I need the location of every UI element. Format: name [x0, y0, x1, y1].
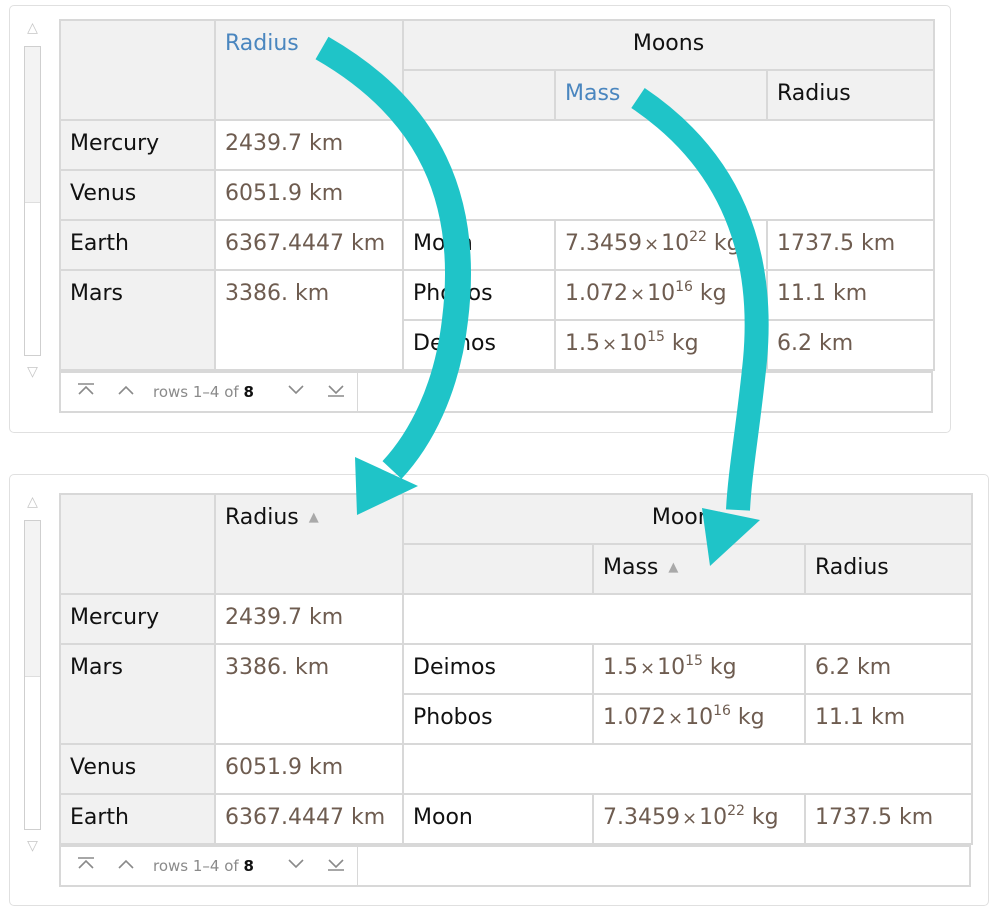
planet-cell: Venus: [59, 169, 216, 221]
scroll-down-icon[interactable]: ▽: [27, 364, 38, 380]
mass-cell: 1.5 ×1015 kg: [592, 643, 806, 695]
mass-header[interactable]: Mass ▲: [592, 543, 806, 595]
mass-header-label[interactable]: Mass: [565, 81, 621, 106]
mass-cell: 7.3459 ×1022 kg: [592, 793, 806, 845]
pager-divider: [357, 847, 358, 885]
bottom-table: Radius ▲ Moons Mass ▲ Radius Mercury 2439.…: [59, 493, 973, 845]
moon-name-header: [402, 69, 556, 121]
radius-cell: 2439.7 km: [214, 593, 404, 645]
scroll-up-icon[interactable]: △: [27, 20, 38, 36]
top-table: Radius Moons Mass Radius Mercury 2439.7 …: [59, 19, 935, 371]
radius-cell: 6367.4447 km: [214, 793, 404, 845]
radius-header-label[interactable]: Radius: [225, 31, 299, 56]
scroll-track[interactable]: [24, 46, 41, 356]
moon-radius-cell: 11.1 km: [766, 269, 935, 321]
planet-cell: Mars: [59, 269, 216, 371]
radius-cell: 2439.7 km: [214, 119, 404, 171]
moon-radius-cell: 1737.5 km: [766, 219, 935, 271]
corner-header: [59, 19, 216, 121]
planet-cell: Mercury: [59, 119, 216, 171]
first-page-icon[interactable]: [69, 847, 103, 885]
radius-cell: 3386. km: [214, 643, 404, 745]
planet-cell: Earth: [59, 793, 216, 845]
mass-cell: 1.072 ×1016 kg: [592, 693, 806, 745]
scroll-track[interactable]: [24, 520, 41, 830]
corner-header: [59, 493, 216, 595]
last-page-icon[interactable]: [319, 847, 353, 885]
moon-name-cell: Moon: [402, 219, 556, 271]
empty-moons-cell: [402, 743, 973, 795]
moons-header: Moons: [402, 493, 973, 545]
top-vertical-scrollbar[interactable]: △ ▽: [24, 20, 41, 382]
previous-page-icon[interactable]: [109, 373, 143, 411]
next-page-icon[interactable]: [279, 373, 313, 411]
scroll-down-icon[interactable]: ▽: [27, 838, 38, 854]
scroll-thumb[interactable]: [25, 47, 40, 203]
empty-moons-cell: [402, 119, 935, 171]
radius-cell: 3386. km: [214, 269, 404, 371]
top-pager: rows 1–4 of 8: [59, 371, 933, 413]
pager-divider: [357, 373, 358, 411]
moon-radius-header[interactable]: Radius: [804, 543, 973, 595]
moon-radius-cell: 6.2 km: [766, 319, 935, 371]
rows-info: rows 1–4 of 8: [153, 857, 254, 875]
moon-radius-header[interactable]: Radius: [766, 69, 935, 121]
empty-moons-cell: [402, 593, 973, 645]
planet-cell: Earth: [59, 219, 216, 271]
sort-ascending-icon[interactable]: ▲: [308, 510, 319, 525]
mass-cell: 1.5 ×1015 kg: [554, 319, 768, 371]
rows-info: rows 1–4 of 8: [153, 383, 254, 401]
planet-cell: Venus: [59, 743, 216, 795]
mass-header[interactable]: Mass: [554, 69, 768, 121]
radius-cell: 6051.9 km: [214, 743, 404, 795]
planet-cell: Mercury: [59, 593, 216, 645]
radius-cell: 6367.4447 km: [214, 219, 404, 271]
radius-header[interactable]: Radius ▲: [214, 493, 404, 595]
sort-ascending-icon[interactable]: ▲: [668, 560, 679, 575]
next-page-icon[interactable]: [279, 847, 313, 885]
planet-cell: Mars: [59, 643, 216, 745]
radius-header[interactable]: Radius: [214, 19, 404, 121]
bottom-vertical-scrollbar[interactable]: △ ▽: [24, 494, 41, 856]
radius-cell: 6051.9 km: [214, 169, 404, 221]
moon-radius-cell: 11.1 km: [804, 693, 973, 745]
previous-page-icon[interactable]: [109, 847, 143, 885]
moon-name-header: [402, 543, 594, 595]
moon-radius-cell: 6.2 km: [804, 643, 973, 695]
last-page-icon[interactable]: [319, 373, 353, 411]
first-page-icon[interactable]: [69, 373, 103, 411]
moons-header: Moons: [402, 19, 935, 71]
moon-name-cell: Phobos: [402, 269, 556, 321]
bottom-pager: rows 1–4 of 8: [59, 845, 971, 887]
mass-cell: 1.072 ×1016 kg: [554, 269, 768, 321]
scroll-up-icon[interactable]: △: [27, 494, 38, 510]
moon-name-cell: Deimos: [402, 643, 594, 695]
moon-name-cell: Phobos: [402, 693, 594, 745]
empty-moons-cell: [402, 169, 935, 221]
mass-cell: 7.3459 ×1022 kg: [554, 219, 768, 271]
moon-name-cell: Deimos: [402, 319, 556, 371]
moon-radius-cell: 1737.5 km: [804, 793, 973, 845]
mass-header-label[interactable]: Mass: [603, 555, 659, 580]
radius-header-label[interactable]: Radius: [225, 505, 299, 530]
scroll-thumb[interactable]: [25, 521, 40, 677]
moon-name-cell: Moon: [402, 793, 594, 845]
